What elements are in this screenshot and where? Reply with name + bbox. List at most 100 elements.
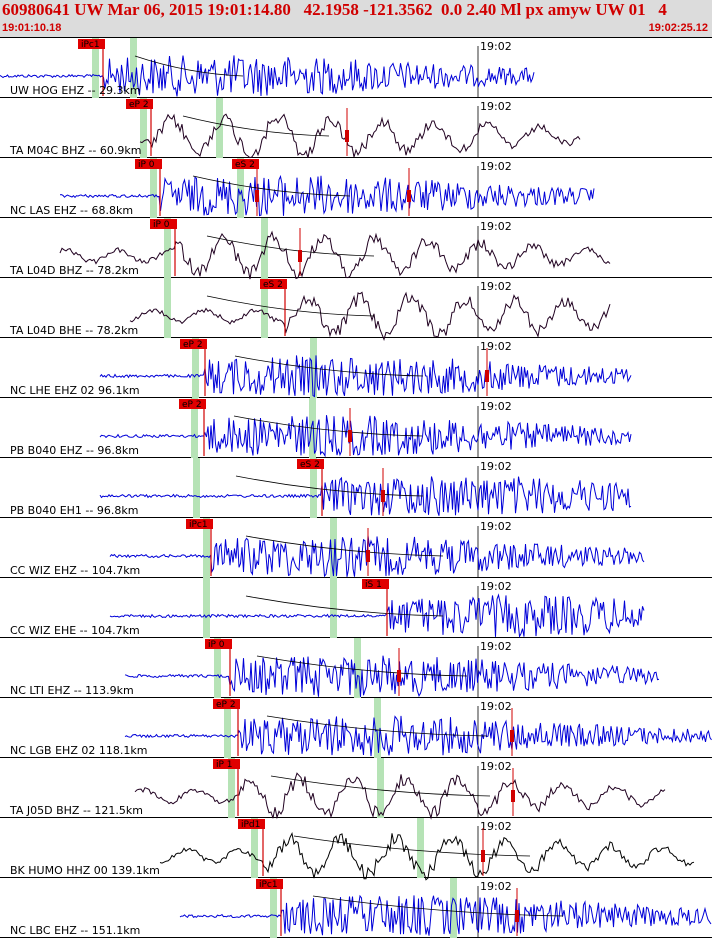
event-header: 60980641 UW Mar 06, 2015 19:01:14.80 42.… xyxy=(0,0,712,38)
station-row: 19:02 iP 0 eS 2 NC LAS EHZ -- 68.8km xyxy=(0,158,712,218)
pick-label: eS 2 xyxy=(263,280,283,290)
time-window-marker xyxy=(216,98,223,158)
minute-tick-label: 19:02 xyxy=(480,820,512,833)
pick-marker xyxy=(397,670,401,682)
station-label: NC LHE EHZ 02 96.1km xyxy=(10,384,140,397)
pick-label-box xyxy=(260,279,287,289)
waveform-trace xyxy=(159,831,695,881)
station-row: 19:02 eS 2 TA L04D BHE -- 78.2km xyxy=(0,278,712,341)
pick-label: iPc1 xyxy=(259,880,278,890)
station-label: TA L04D BHZ -- 78.2km xyxy=(9,264,139,277)
time-window-marker xyxy=(270,878,277,938)
pick-label-box xyxy=(150,219,177,229)
station-label: TA M04C BHZ -- 60.9km xyxy=(9,144,141,157)
event-title: 60980641 UW Mar 06, 2015 19:01:14.80 42.… xyxy=(2,0,667,19)
travel-time-curve xyxy=(233,415,423,437)
time-window-marker xyxy=(193,458,200,518)
pick-label: iPd1 xyxy=(241,820,260,830)
pick-label-box xyxy=(126,99,153,109)
station-label: TA J05D BHZ -- 121.5km xyxy=(9,804,143,817)
time-window-marker xyxy=(251,818,258,878)
seismogram-plot: 19:02 iPc1 UW HOG EHZ -- 29.3km 19:02 eP 2 TA… xyxy=(0,38,712,938)
station-label: UW HOG EHZ -- 29.3km xyxy=(10,84,141,97)
travel-time-curve xyxy=(182,115,330,137)
minute-tick-label: 19:02 xyxy=(480,160,512,173)
time-window-marker xyxy=(150,158,157,218)
time-window-marker xyxy=(224,698,231,758)
pick-label-box xyxy=(179,399,206,409)
minute-tick-label: 19:02 xyxy=(480,220,512,233)
time-window-marker xyxy=(130,38,137,98)
time-window-marker xyxy=(192,338,199,398)
pick-marker xyxy=(485,370,489,382)
station-label: NC LBC EHZ -- 151.1km xyxy=(10,924,140,937)
pick-label: eP 2 xyxy=(129,100,149,110)
end-time: 19:02:25.12 xyxy=(648,22,708,34)
travel-time-curve xyxy=(245,535,444,557)
seismogram-panel: 19:02 iPc1 UW HOG EHZ -- 29.3km 19:02 eP 2 TA… xyxy=(0,38,712,938)
pick-label-box xyxy=(180,339,207,349)
time-window-marker xyxy=(450,878,457,938)
travel-time-curve xyxy=(192,175,351,197)
minute-tick-label: 19:02 xyxy=(480,40,512,53)
station-label: NC LAS EHZ -- 68.8km xyxy=(10,204,133,217)
waveform-trace xyxy=(179,894,712,936)
time-window-marker xyxy=(354,638,361,698)
pick-marker xyxy=(366,550,370,562)
waveform-trace xyxy=(99,355,632,398)
pick-label: iP 0 xyxy=(208,640,225,650)
minute-tick-label: 19:02 xyxy=(480,700,512,713)
pick-marker xyxy=(255,190,259,202)
minute-tick-label: 19:02 xyxy=(480,280,512,293)
time-window-marker xyxy=(374,698,381,758)
travel-time-curve xyxy=(206,235,375,257)
pick-marker xyxy=(510,730,514,742)
pick-label: eS 2 xyxy=(235,160,255,170)
station-row: 19:02 eS 2 PB B040 EH1 -- 96.8km xyxy=(0,458,712,518)
station-row: 19:02 iPd1 BK HUMO HHZ 00 139.1km xyxy=(0,818,712,881)
pick-label-box xyxy=(135,159,162,169)
station-row: 19:02 iPc1 UW HOG EHZ -- 29.3km xyxy=(0,38,712,98)
pick-label: eP 2 xyxy=(216,700,236,710)
travel-time-curve xyxy=(256,655,468,677)
travel-time-curve xyxy=(206,295,375,317)
station-label: CC WIZ EHZ -- 104.7km xyxy=(10,564,140,577)
station-label: CC WIZ EHE -- 104.7km xyxy=(10,624,140,637)
time-window-marker xyxy=(140,98,147,158)
minute-tick-label: 19:02 xyxy=(480,100,512,113)
pick-label-box xyxy=(232,159,259,169)
pick-label-box xyxy=(213,699,240,709)
minute-tick-label: 19:02 xyxy=(480,580,512,593)
travel-time-curve xyxy=(266,715,488,737)
waveform-trace xyxy=(59,230,611,280)
pick-marker xyxy=(298,250,302,262)
time-window-marker xyxy=(228,758,235,818)
station-row: 19:02 iP 0 TA L04D BHZ -- 78.2km xyxy=(0,218,712,280)
station-row: 19:02 iP 1 TA J05D BHZ -- 121.5km xyxy=(0,758,712,820)
waveform-trace xyxy=(109,593,645,639)
station-row: 19:02 iP 0 NC LTI EHZ -- 113.9km xyxy=(0,638,712,698)
start-time: 19:01:10.18 xyxy=(2,22,62,34)
pick-label: iP 0 xyxy=(138,160,155,170)
minute-tick-label: 19:02 xyxy=(480,460,512,473)
travel-time-curve xyxy=(312,895,564,917)
waveform-trace xyxy=(0,55,535,97)
station-label: NC LGB EHZ 02 118.1km xyxy=(10,744,147,757)
waveform-trace xyxy=(134,772,666,820)
pick-label-box xyxy=(297,459,324,469)
pick-marker xyxy=(348,430,352,442)
pick-label-box xyxy=(256,879,283,889)
pick-label: iP 0 xyxy=(153,220,170,230)
waveform-trace xyxy=(99,415,632,458)
time-window-marker xyxy=(191,398,198,458)
pick-label-box xyxy=(362,579,389,589)
minute-tick-label: 19:02 xyxy=(480,880,512,893)
travel-time-curve xyxy=(134,55,244,77)
time-window-marker xyxy=(203,578,210,638)
minute-tick-label: 19:02 xyxy=(480,400,512,413)
travel-time-curve xyxy=(293,835,531,857)
station-row: 19:02 iPc1 NC LBC EHZ -- 151.1km xyxy=(0,878,712,938)
station-row: 19:02 eP 2 NC LGB EHZ 02 118.1km xyxy=(0,698,712,758)
pick-label-box xyxy=(205,639,232,649)
pick-marker xyxy=(481,850,485,862)
